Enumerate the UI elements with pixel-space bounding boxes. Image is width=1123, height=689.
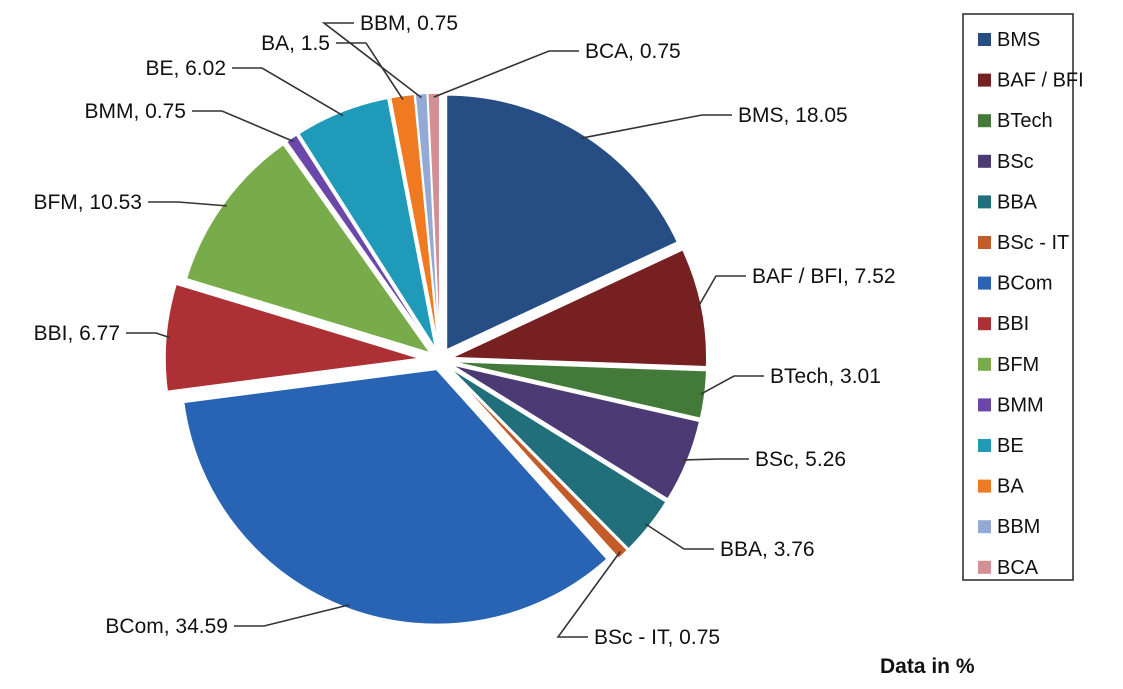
legend-swatch bbox=[978, 317, 991, 331]
leader-lines bbox=[126, 22, 764, 638]
leader-line bbox=[336, 42, 404, 101]
leader-line bbox=[234, 604, 350, 627]
legend-swatch bbox=[978, 276, 991, 290]
legend-swatch bbox=[978, 195, 991, 209]
pie-slice-bcom bbox=[182, 368, 609, 626]
legend-swatch bbox=[978, 398, 991, 412]
leader-line bbox=[321, 22, 422, 99]
leader-line bbox=[232, 67, 344, 117]
legend-swatch bbox=[978, 114, 991, 128]
leader-line bbox=[192, 110, 294, 143]
data-label: BA, 1.5 bbox=[261, 32, 330, 55]
legend-entry-label: BBI bbox=[997, 313, 1029, 335]
pie-slice-bsc-it bbox=[447, 368, 629, 560]
legend-entry-label: BAF / BFI bbox=[997, 70, 1084, 92]
legend-entry-label: BBM bbox=[997, 516, 1040, 538]
legend-swatch bbox=[978, 357, 991, 371]
legend-entry-label: BCA bbox=[997, 557, 1039, 579]
chart-caption: Data in % bbox=[880, 655, 975, 678]
leader-line bbox=[700, 375, 764, 395]
legend: BMS BAF / BFI BTech BSc BBA BSc - IT BCom BBI BF… bbox=[962, 13, 1084, 581]
legend-entry-label: BSc bbox=[997, 151, 1034, 173]
data-label: BAF / BFI, 7.52 bbox=[752, 265, 896, 288]
legend-entry-label: BMS bbox=[997, 29, 1040, 51]
legend-swatch bbox=[978, 236, 991, 249]
leader-line bbox=[148, 201, 227, 207]
leader-line bbox=[581, 114, 732, 139]
pie-slice-bms bbox=[445, 94, 679, 352]
legend-entry-label: BA bbox=[997, 476, 1024, 498]
legend-swatch bbox=[978, 479, 991, 493]
pie-slice-ba bbox=[389, 93, 440, 349]
pie-slice-btech bbox=[451, 360, 708, 420]
legend-entry-label: BFM bbox=[997, 354, 1039, 376]
data-label: BMS, 18.05 bbox=[738, 104, 848, 127]
leader-line bbox=[556, 550, 622, 638]
legend-swatch bbox=[978, 33, 991, 46]
legend-entry-label: BBA bbox=[997, 191, 1038, 213]
data-label: BSc, 5.26 bbox=[755, 448, 846, 471]
leader-line bbox=[433, 50, 579, 98]
legend-swatch bbox=[978, 560, 991, 574]
legend-swatch bbox=[978, 520, 991, 534]
data-label: BMM, 0.75 bbox=[84, 100, 186, 123]
pie-slice-baf-bfi bbox=[451, 248, 708, 368]
leader-line bbox=[697, 275, 746, 309]
legend-entry-label: BE bbox=[997, 435, 1024, 457]
pie-slice-bfm bbox=[185, 143, 433, 355]
pie-slice-bsc bbox=[450, 363, 701, 501]
data-label: BBM, 0.75 bbox=[360, 12, 458, 35]
pie-slice-bbi bbox=[164, 283, 421, 393]
legend-entry-label: BMM bbox=[997, 394, 1044, 416]
leader-line bbox=[645, 523, 714, 550]
pie-slice-bca bbox=[426, 92, 441, 349]
data-label: BCom, 34.59 bbox=[105, 615, 228, 638]
data-labels: BMS, 18.05 BAF / BFI, 7.52 BTech, 3.01 BSc,… bbox=[33, 12, 895, 649]
data-label: BBA, 3.76 bbox=[720, 538, 815, 561]
data-label: BE, 6.02 bbox=[145, 57, 226, 80]
data-label: BCA, 0.75 bbox=[585, 40, 681, 63]
legend-swatch bbox=[978, 439, 991, 452]
data-label: BBI, 6.77 bbox=[34, 322, 120, 345]
leader-line bbox=[126, 332, 171, 339]
legend-entry-label: BSc - IT bbox=[997, 232, 1069, 254]
data-label: BSc - IT, 0.75 bbox=[594, 626, 720, 649]
pie-slices bbox=[164, 92, 708, 626]
legend-entry-label: BTech bbox=[997, 110, 1053, 132]
legend-swatch bbox=[978, 154, 991, 168]
data-label: BTech, 3.01 bbox=[770, 365, 881, 388]
pie-slice-bmm bbox=[285, 133, 434, 351]
pie-slice-be bbox=[297, 97, 437, 350]
legend-swatch bbox=[978, 73, 991, 87]
data-label: BFM, 10.53 bbox=[33, 191, 142, 214]
legend-entry-label: BCom bbox=[997, 273, 1053, 295]
leader-line bbox=[683, 458, 749, 461]
